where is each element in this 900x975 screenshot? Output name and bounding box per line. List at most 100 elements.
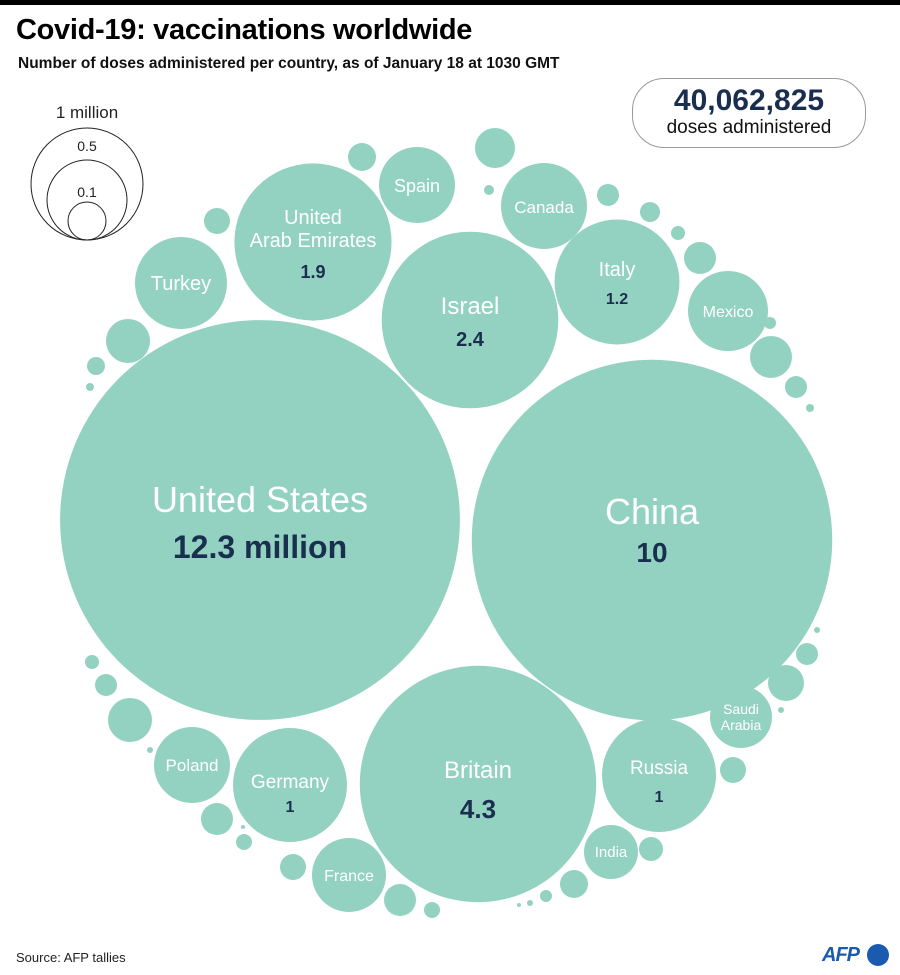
minor-bubble xyxy=(475,128,515,168)
bubble-circle xyxy=(710,686,772,748)
source-note: Source: AFP tallies xyxy=(16,950,126,965)
bubble-circle xyxy=(602,718,716,832)
country-label: United xyxy=(284,207,342,229)
chart-subtitle: Number of doses administered per country… xyxy=(18,55,560,72)
minor-bubble xyxy=(95,674,117,696)
value-label: 4.3 xyxy=(460,794,496,824)
minor-bubble xyxy=(785,376,807,398)
minor-bubble xyxy=(87,357,105,375)
minor-country-bubbles xyxy=(85,128,820,918)
bubble-italy: Italy 1.2 xyxy=(554,219,680,345)
bubble-circle xyxy=(312,838,386,912)
country-label: China xyxy=(605,491,700,532)
minor-bubble xyxy=(806,404,814,412)
minor-bubble xyxy=(147,747,153,753)
legend-label-0.5: 0.5 xyxy=(77,138,97,154)
minor-bubble xyxy=(540,890,552,902)
minor-bubble xyxy=(671,226,685,240)
country-label: Saudi xyxy=(723,701,759,717)
minor-bubble xyxy=(684,242,716,274)
bubble-circle xyxy=(554,219,680,345)
country-label: Spain xyxy=(394,176,440,196)
minor-bubble xyxy=(348,143,376,171)
bubble-circle xyxy=(135,237,227,329)
legend-circle-0.1 xyxy=(67,201,107,241)
minor-bubble xyxy=(424,902,440,918)
value-label: 1.9 xyxy=(300,262,325,282)
value-label: 1 xyxy=(286,799,295,816)
minor-bubble xyxy=(639,837,663,861)
bubble-circle xyxy=(233,728,347,842)
bubble-circle xyxy=(688,271,768,351)
country-label: Mexico xyxy=(703,304,754,321)
country-label: Turkey xyxy=(151,273,211,295)
minor-bubble xyxy=(527,900,533,906)
country-bubbles: United States 12.3 million China 10 Britain 4… xyxy=(60,147,833,912)
minor-bubble xyxy=(86,383,94,391)
bubble-circle xyxy=(154,727,230,803)
country-label: Arab Emirates xyxy=(250,230,377,252)
country-label: Canada xyxy=(514,198,574,217)
minor-bubble xyxy=(106,319,150,363)
bubble-spain: Spain xyxy=(379,147,455,223)
total-doses-box: 40,062,825 doses administered xyxy=(632,78,866,148)
minor-bubble xyxy=(768,665,804,701)
top-rule xyxy=(0,0,900,5)
minor-bubble xyxy=(764,317,776,329)
minor-bubble xyxy=(201,803,233,835)
legend-title: 1 million xyxy=(56,103,118,122)
bubble-circle xyxy=(234,163,392,321)
minor-bubble xyxy=(108,698,152,742)
minor-bubble xyxy=(778,707,784,713)
bubble-circle xyxy=(501,163,587,249)
bubble-circle xyxy=(379,147,455,223)
bubble-mexico: Mexico xyxy=(688,271,768,351)
bubble-russia: Russia 1 xyxy=(602,718,716,832)
country-label: Italy xyxy=(599,259,636,281)
bubble-britain: Britain 4.3 xyxy=(359,665,597,903)
country-label: United States xyxy=(152,479,368,520)
minor-bubble xyxy=(484,185,494,195)
afp-logo: AFP xyxy=(822,944,860,966)
minor-bubble xyxy=(517,903,521,907)
value-label: 1 xyxy=(655,789,664,806)
value-label: 12.3 million xyxy=(173,529,347,565)
country-label: France xyxy=(324,868,374,885)
bubble-circle xyxy=(359,665,597,903)
bubble-germany: Germany 1 xyxy=(233,728,347,842)
minor-bubble xyxy=(204,208,230,234)
minor-bubble xyxy=(85,655,99,669)
minor-bubble xyxy=(560,870,588,898)
bubble-circle xyxy=(60,320,460,720)
country-label: Poland xyxy=(166,756,219,775)
minor-bubble xyxy=(720,757,746,783)
minor-bubble xyxy=(750,336,792,378)
value-label: 10 xyxy=(636,537,667,568)
legend-label-0.1: 0.1 xyxy=(77,184,97,200)
bubble-circle xyxy=(471,359,833,721)
country-label: Germany xyxy=(251,772,330,793)
legend-circle-0.5 xyxy=(46,159,128,241)
bubble-india: India xyxy=(584,825,638,879)
bubble-france: France xyxy=(312,838,386,912)
bubble-canada: Canada xyxy=(501,163,587,249)
country-label: Israel xyxy=(441,293,500,320)
bubble-circle xyxy=(584,825,638,879)
afp-logo-dot xyxy=(867,944,889,966)
bubble-turkey: Turkey xyxy=(135,237,227,329)
country-label: Arabia xyxy=(721,717,762,733)
minor-bubble xyxy=(384,884,416,916)
bubble-china: China 10 xyxy=(471,359,833,721)
country-label: Russia xyxy=(630,758,689,779)
bubble-israel: Israel 2.4 xyxy=(381,231,559,409)
bubble-united-states: United States 12.3 million xyxy=(60,320,460,720)
minor-bubble xyxy=(640,202,660,222)
value-label: 1.2 xyxy=(606,291,628,308)
value-label: 2.4 xyxy=(456,329,485,351)
minor-bubble xyxy=(796,643,818,665)
total-doses-label: doses administered xyxy=(666,117,832,138)
country-label: Britain xyxy=(444,757,512,784)
